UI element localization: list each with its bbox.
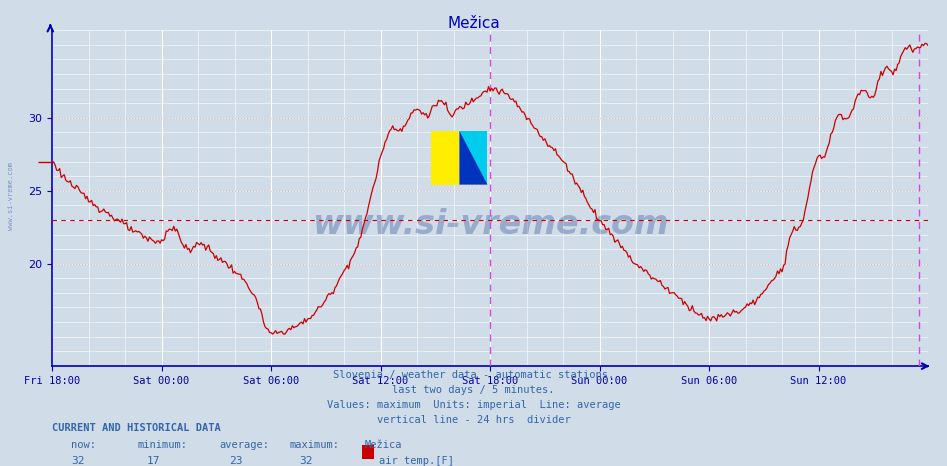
Text: 23: 23 [229, 456, 242, 466]
Text: Slovenia / weather data - automatic stations.
last two days / 5 minutes.
Values:: Slovenia / weather data - automatic stat… [327, 370, 620, 425]
Polygon shape [459, 131, 488, 185]
Text: Mežica: Mežica [365, 440, 402, 450]
Text: CURRENT AND HISTORICAL DATA: CURRENT AND HISTORICAL DATA [52, 423, 221, 433]
Text: 32: 32 [299, 456, 313, 466]
Text: www.si-vreme.com: www.si-vreme.com [312, 208, 669, 241]
Text: now:: now: [71, 440, 96, 450]
Text: average:: average: [220, 440, 270, 450]
Text: minimum:: minimum: [137, 440, 188, 450]
Text: 32: 32 [71, 456, 84, 466]
Text: Mežica: Mežica [447, 16, 500, 31]
FancyBboxPatch shape [432, 131, 459, 185]
Text: 17: 17 [147, 456, 160, 466]
Text: www.si-vreme.com: www.si-vreme.com [8, 162, 13, 230]
Text: air temp.[F]: air temp.[F] [379, 456, 454, 466]
Text: maximum:: maximum: [290, 440, 340, 450]
Polygon shape [459, 131, 488, 185]
